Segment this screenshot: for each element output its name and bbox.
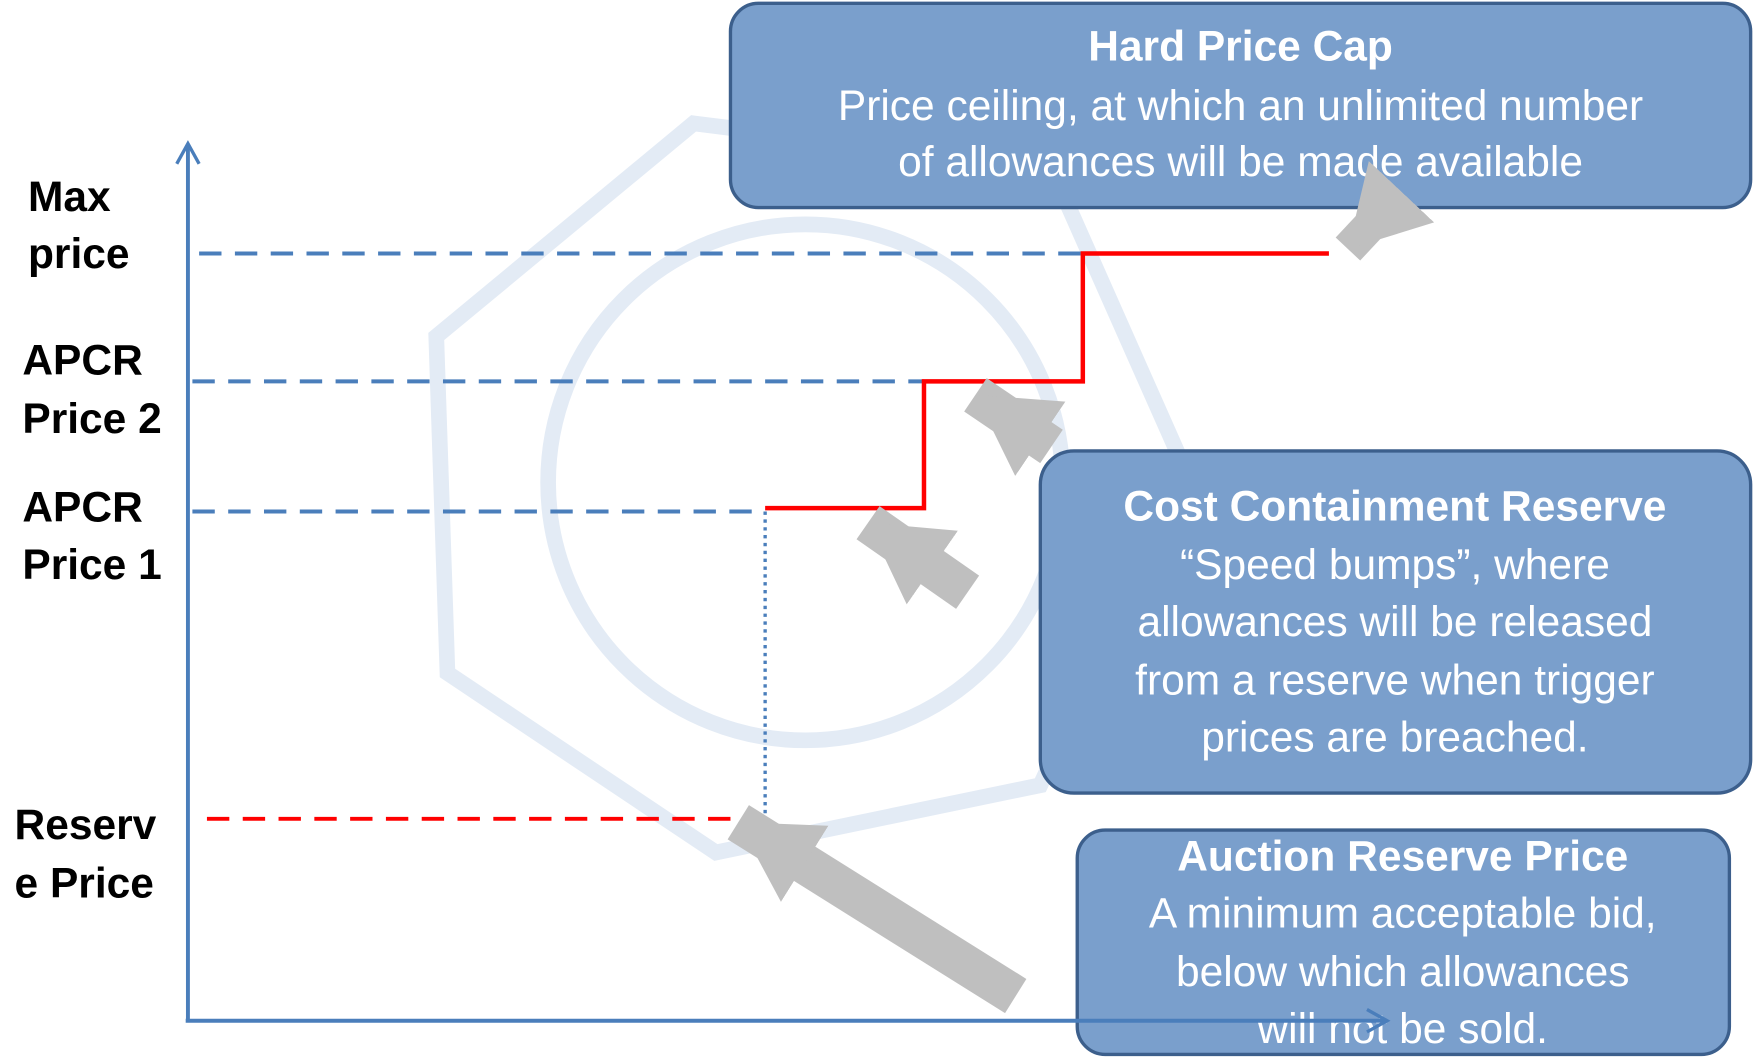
- axis-label: Price 1: [22, 541, 161, 589]
- callout-line: prices are breached.: [1201, 714, 1588, 762]
- axis-label: Max: [28, 173, 111, 221]
- axis-label: Price 2: [22, 395, 161, 443]
- callout-title: Cost Containment Reserve: [1123, 482, 1666, 530]
- callout-line: will not be sold.: [1257, 1005, 1548, 1053]
- callout-line: below which allowances: [1176, 948, 1629, 996]
- callout-title: Hard Price Cap: [1088, 23, 1393, 71]
- callout-title: Auction Reserve Price: [1177, 832, 1628, 880]
- axis-label: e Price: [15, 859, 154, 907]
- guide-lines: [192, 254, 1082, 819]
- callout-line: A minimum acceptable bid,: [1149, 890, 1657, 938]
- axis-label: APCR: [22, 484, 142, 532]
- axis-labels: Max price APCR Price 2 APCR Price 1 Rese…: [15, 173, 162, 908]
- callout-line: “Speed bumps”, where: [1180, 541, 1610, 589]
- callout-line: allowances will be released: [1137, 598, 1652, 646]
- axis-label: price: [28, 230, 130, 278]
- diagram: Hard Price Cap Price ceiling, at which a…: [0, 0, 1754, 1060]
- callout-line: of allowances will be made available: [898, 138, 1583, 186]
- callout-line: Price ceiling, at which an unlimited num…: [838, 82, 1643, 130]
- axis-label: APCR: [22, 337, 142, 385]
- axis-label: Reserv: [15, 801, 157, 849]
- callout-line: from a reserve when trigger: [1135, 656, 1655, 704]
